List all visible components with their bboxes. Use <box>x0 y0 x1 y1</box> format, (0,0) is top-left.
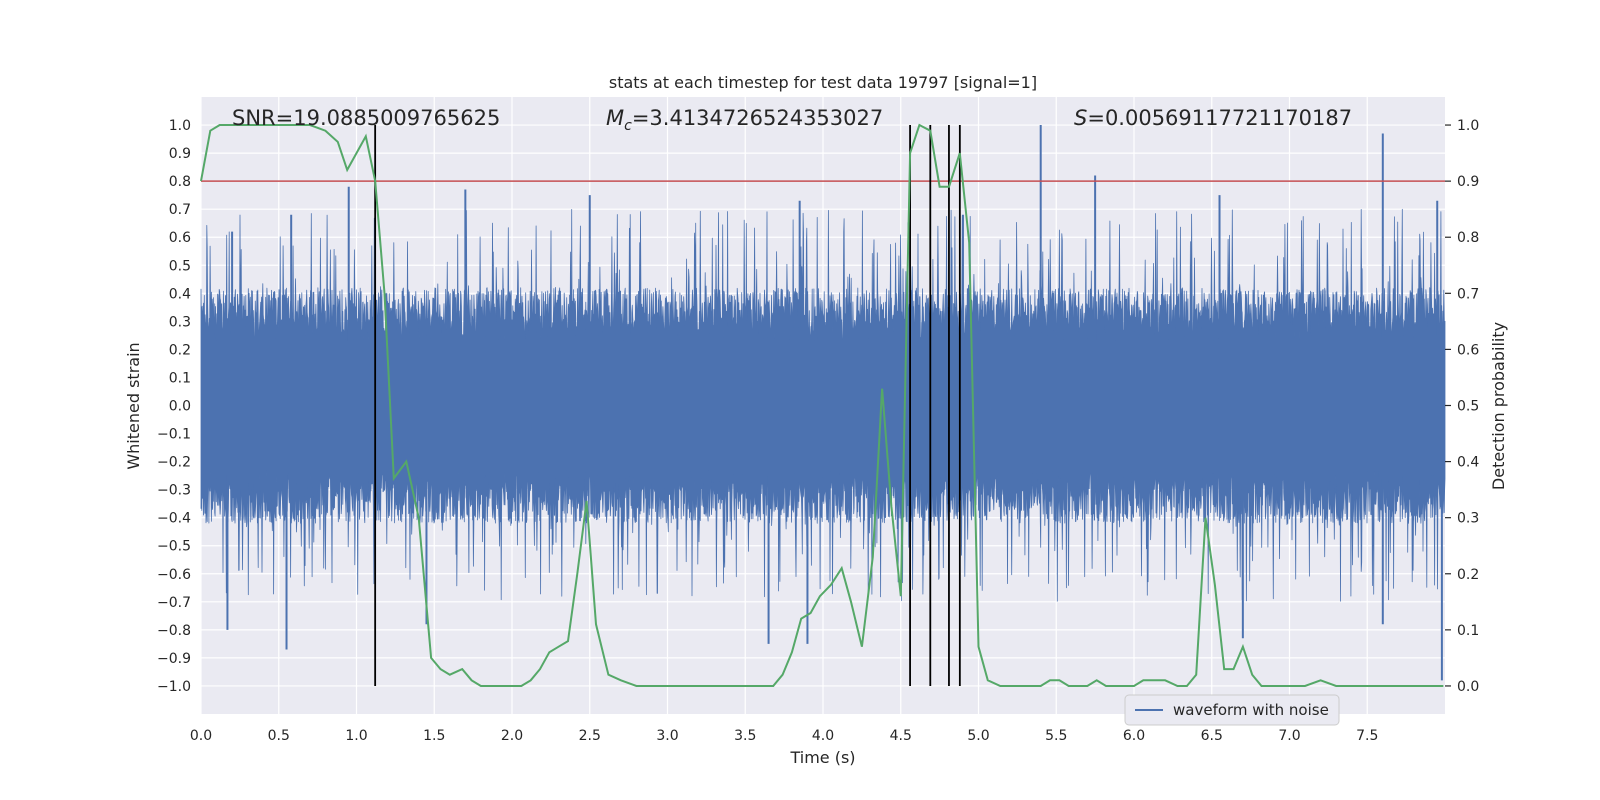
y2-tick-label: 1.0 <box>1457 118 1479 134</box>
y-tick-label: −0.4 <box>157 511 191 527</box>
x-tick-label: 6.0 <box>1123 728 1145 744</box>
y2-axis-label: Detection probability <box>1489 322 1508 490</box>
y2-ticks: 0.0 0.1 0.2 0.3 0.4 0.5 0.6 0.7 0.8 0.9 1.0 <box>1445 118 1479 695</box>
snr-annotation: SNR=19.0885009765625 <box>232 106 500 130</box>
y-tick-label: −0.8 <box>157 623 191 639</box>
waveform-series <box>200 125 1446 681</box>
s-symbol: S <box>1074 106 1087 130</box>
y-tick-label: 0.1 <box>169 370 191 386</box>
y-tick-label: −0.7 <box>157 595 191 611</box>
y2-tick-label: 0.1 <box>1457 623 1479 639</box>
y2-tick-label: 0.3 <box>1457 511 1479 527</box>
x-tick-label: 2.5 <box>579 728 601 744</box>
x-tick-label: 5.5 <box>1045 728 1067 744</box>
probability-series <box>200 123 1444 687</box>
legend-box <box>1124 694 1340 726</box>
y-tick-label: 1.0 <box>169 118 191 134</box>
y-tick-label: −0.9 <box>157 651 191 667</box>
y-tick-label: 0.3 <box>169 314 191 330</box>
legend: waveform with noise <box>1124 694 1340 726</box>
y2-tick-label: 0.5 <box>1457 399 1479 415</box>
x-axis-label: Time (s) <box>789 748 855 767</box>
y2-tick-label: 0.8 <box>1457 230 1479 246</box>
y-tick-label: 0.4 <box>169 286 191 302</box>
y-tick-label: −0.1 <box>157 427 191 443</box>
y-tick-label: 0.8 <box>169 174 191 190</box>
y-tick-label: −1.0 <box>157 679 191 695</box>
y-tick-label: 0.7 <box>169 202 191 218</box>
y2-tick-label: 0.9 <box>1457 174 1479 190</box>
y-tick-label: 0.0 <box>169 399 191 415</box>
s-value: =0.00569117721170187 <box>1087 106 1352 130</box>
x-tick-label: 1.0 <box>345 728 367 744</box>
x-tick-label: 6.5 <box>1201 728 1223 744</box>
y2-tick-label: 0.0 <box>1457 679 1479 695</box>
legend-label: waveform with noise <box>1173 701 1329 719</box>
y-tick-label: 0.2 <box>169 342 191 358</box>
y-tick-labels: −1.0 −0.9 −0.8 −0.7 −0.6 −0.5 −0.4 −0.3 −0.2 −0.1… <box>157 118 191 695</box>
mc-value: =3.4134726524353027 <box>632 106 883 130</box>
x-tick-label: 4.5 <box>890 728 912 744</box>
x-tick-label: 1.5 <box>423 728 445 744</box>
y2-tick-label: 0.6 <box>1457 342 1479 358</box>
y2-tick-label: 0.2 <box>1457 567 1479 583</box>
y-tick-label: −0.6 <box>157 567 191 583</box>
y2-tick-label: 0.7 <box>1457 286 1479 302</box>
y-tick-label: 0.9 <box>169 146 191 162</box>
x-tick-label: 7.5 <box>1356 728 1378 744</box>
chart-title: stats at each timestep for test data 197… <box>609 73 1037 92</box>
x-tick-label: 0.0 <box>190 728 212 744</box>
mc-annotation: Mc=3.4134726524353027 <box>606 106 883 134</box>
probability-line <box>200 123 1444 687</box>
x-tick-label: 3.0 <box>656 728 678 744</box>
y-tick-label: −0.3 <box>157 483 191 499</box>
waveform-envelope <box>200 208 1446 602</box>
mc-subscript: c <box>624 118 632 134</box>
y-axis-label: Whitened strain <box>124 342 143 469</box>
x-tick-label: 4.0 <box>812 728 834 744</box>
x-tick-labels: 0.0 0.5 1.0 1.5 2.0 2.5 3.0 3.5 4.0 4.5 5.0 5.5 6.0 6… <box>190 728 1379 744</box>
x-tick-label: 7.0 <box>1278 728 1300 744</box>
y-tick-label: −0.2 <box>157 455 191 471</box>
vertical-lines <box>374 125 961 686</box>
x-tick-label: 5.0 <box>967 728 989 744</box>
s-annotation: S=0.00569117721170187 <box>1074 106 1352 130</box>
y2-tick-label: 0.4 <box>1457 455 1479 471</box>
y-tick-label: −0.5 <box>157 539 191 555</box>
mc-symbol: M <box>606 106 624 130</box>
y-tick-label: 0.5 <box>169 258 191 274</box>
x-tick-label: 2.0 <box>501 728 523 744</box>
x-tick-label: 0.5 <box>268 728 290 744</box>
y-tick-label: 0.6 <box>169 230 191 246</box>
x-tick-label: 3.5 <box>734 728 756 744</box>
